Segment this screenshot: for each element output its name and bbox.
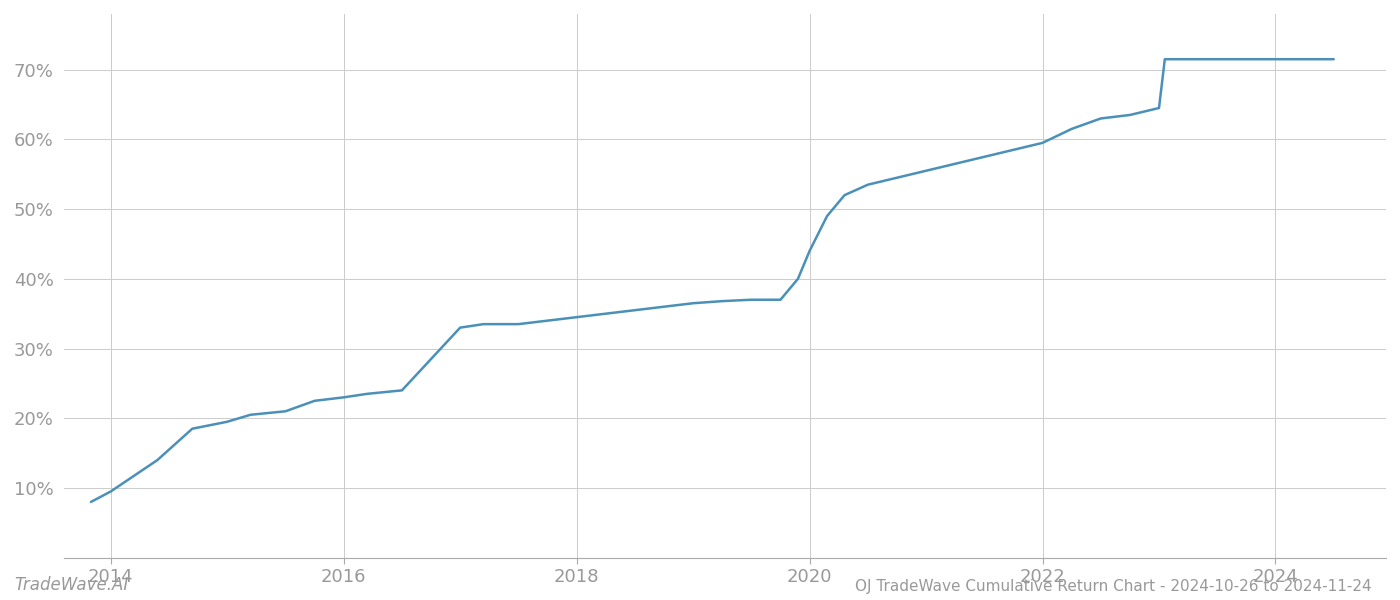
Text: TradeWave.AI: TradeWave.AI — [14, 576, 129, 594]
Text: OJ TradeWave Cumulative Return Chart - 2024-10-26 to 2024-11-24: OJ TradeWave Cumulative Return Chart - 2… — [855, 579, 1372, 594]
